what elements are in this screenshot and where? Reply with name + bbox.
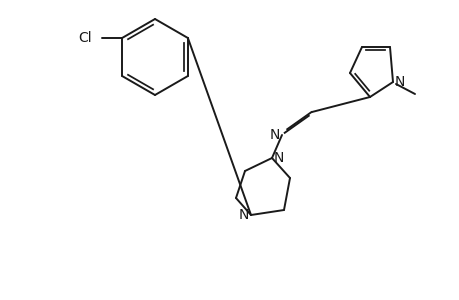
- Text: N: N: [269, 128, 280, 142]
- Text: N: N: [238, 208, 248, 222]
- Text: N: N: [274, 151, 284, 165]
- Text: Cl: Cl: [78, 31, 92, 45]
- Text: N: N: [394, 75, 404, 89]
